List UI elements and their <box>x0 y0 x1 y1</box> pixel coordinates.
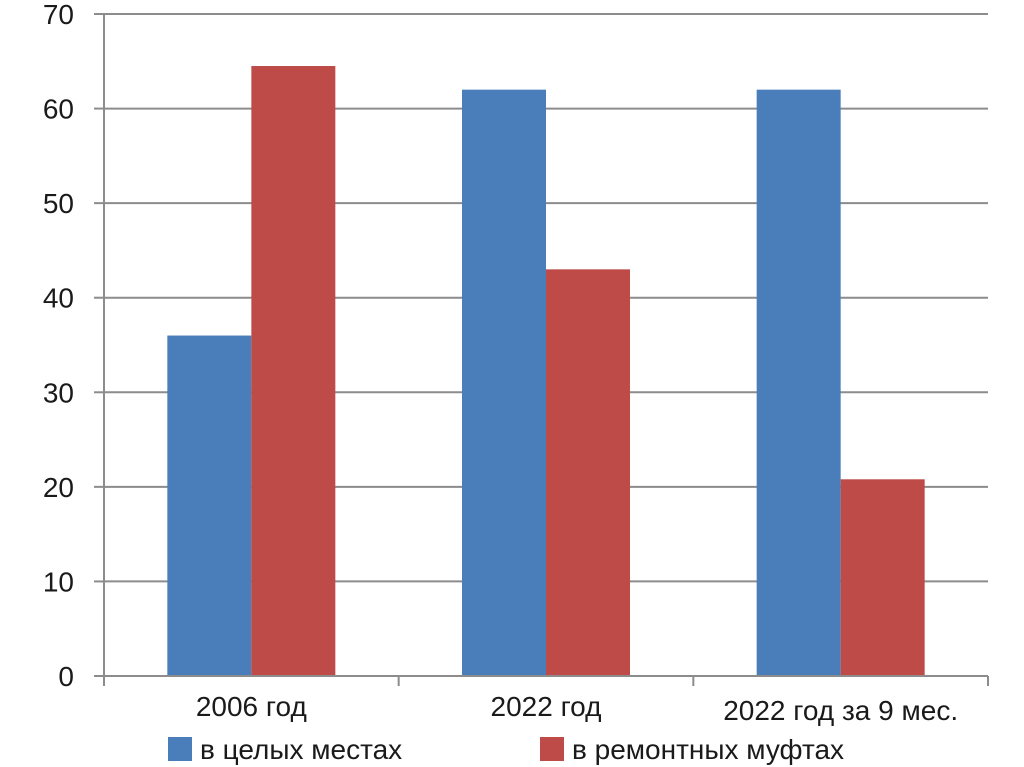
legend-label: в целых местах <box>200 734 402 765</box>
y-tick-label: 0 <box>58 661 74 692</box>
legend-swatch <box>168 737 192 761</box>
x-tick-label: 2022 год за 9 мес. <box>723 695 958 726</box>
bar-repair-couplings <box>546 269 630 676</box>
axis-layer: 0 10 20 30 40 50 60 70 2006 год 2022 год 2022 год … <box>43 0 989 726</box>
y-tick-label: 10 <box>43 566 74 597</box>
legend-swatch <box>540 737 564 761</box>
y-tick-label: 30 <box>43 377 74 408</box>
bars-layer <box>167 66 925 676</box>
bar-whole-places <box>462 89 546 676</box>
bar-whole-places <box>167 335 252 676</box>
bar-repair-couplings <box>251 66 336 676</box>
y-tick-label: 50 <box>43 188 74 219</box>
y-tick-label: 60 <box>43 94 74 125</box>
legend-label: в ремонтных муфтах <box>572 734 844 765</box>
x-tick-label: 2006 год <box>196 691 307 722</box>
x-tick-label: 2022 год <box>491 691 602 722</box>
bar-whole-places <box>756 89 841 676</box>
bar-repair-couplings <box>840 479 925 676</box>
legend: в целых местах в ремонтных муфтах <box>168 734 844 765</box>
y-tick-label: 20 <box>43 472 74 503</box>
y-tick-label: 40 <box>43 283 74 314</box>
y-tick-label: 70 <box>43 0 74 30</box>
